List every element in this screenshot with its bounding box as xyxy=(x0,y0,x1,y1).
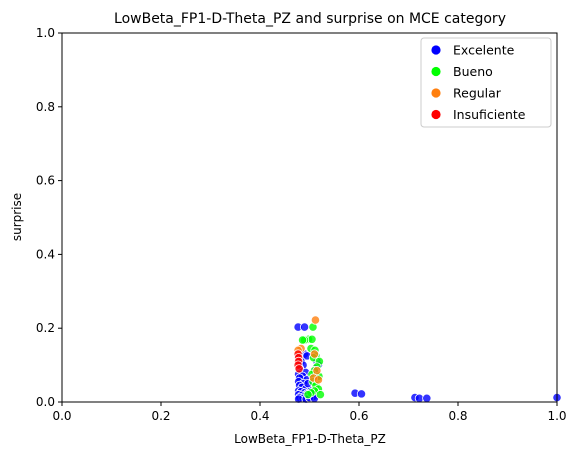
legend: Excelente Bueno Regular Insuficiente xyxy=(420,37,552,128)
legend-frame xyxy=(420,37,552,128)
point-bueno-20 xyxy=(297,335,308,345)
legend-label-bueno: Bueno xyxy=(453,64,493,79)
legend-label-regular: Regular xyxy=(453,86,502,101)
y-axis-label: surprise xyxy=(10,193,24,241)
point-insuficiente-4 xyxy=(294,364,304,374)
point-regular-0 xyxy=(310,315,321,325)
legend-marker-regular xyxy=(431,88,441,98)
legend-marker-excelente xyxy=(431,45,441,55)
x-tick-label: 1.0 xyxy=(547,409,566,423)
legend-label-excelente: Excelente xyxy=(453,43,515,58)
x-tick-label: 0.0 xyxy=(52,409,71,423)
x-tick-label: 0.4 xyxy=(250,409,269,423)
points-layer xyxy=(293,315,562,404)
point-regular-3 xyxy=(312,366,322,376)
point-bueno-17 xyxy=(315,390,325,400)
y-tick-label: 0.2 xyxy=(36,321,55,335)
x-axis-label: LowBeta_FP1-D-Theta_PZ xyxy=(234,432,386,446)
y-tick-label: 0.6 xyxy=(36,174,55,188)
x-tick-label: 0.8 xyxy=(448,409,467,423)
plot-frame xyxy=(61,32,558,403)
y-tick-label: 1.0 xyxy=(36,26,55,40)
point-regular-2 xyxy=(309,349,320,359)
point-bueno-19 xyxy=(303,390,313,400)
x-tick-label: 0.6 xyxy=(349,409,368,423)
point-excelente-1 xyxy=(299,322,310,332)
chart-title: LowBeta_FP1-D-Theta_PZ and surprise on M… xyxy=(114,11,506,27)
y-tick-label: 0.8 xyxy=(36,100,55,114)
axes-layer: 0.00.0 0.2 0.2 0.4 0.4 0.6 0.6 0.8 0.8 1.0 1.0 xyxy=(36,26,567,423)
point-excelente-42 xyxy=(422,393,432,403)
legend-label-insuficiente: Insuficiente xyxy=(453,107,526,122)
legend-marker-insuficiente xyxy=(431,109,441,120)
point-regular-5 xyxy=(313,375,324,385)
x-tick-label: 0.2 xyxy=(151,409,170,423)
y-tick-label: 0.4 xyxy=(36,247,55,261)
legend-marker-bueno xyxy=(431,66,441,77)
y-tick-label: 0.0 xyxy=(36,395,55,409)
point-excelente-39 xyxy=(356,389,367,399)
